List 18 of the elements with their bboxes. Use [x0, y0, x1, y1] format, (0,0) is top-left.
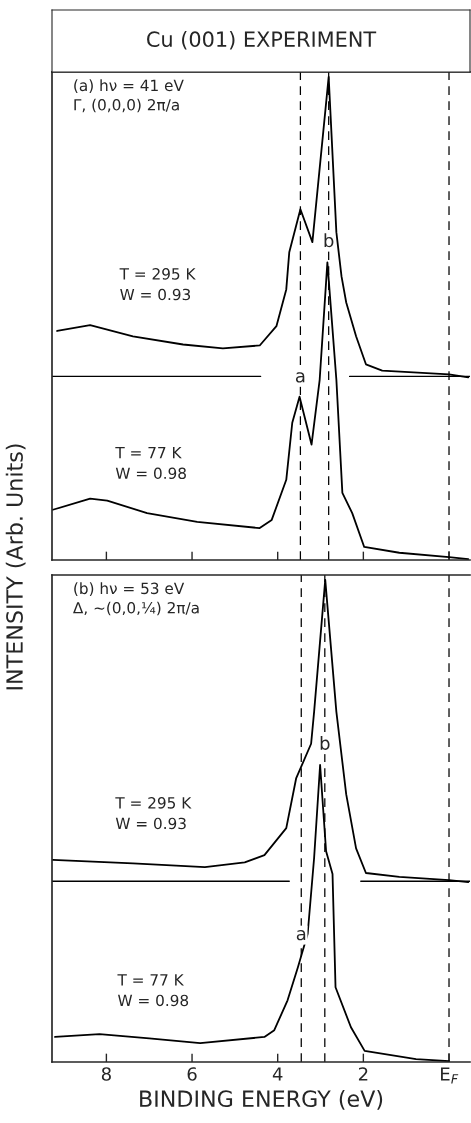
- text: T = 295 K W = 0.93: [119, 268, 196, 301]
- x-tick-label: E$_{F}$: [441, 1067, 459, 1084]
- x-tick-label: 6: [187, 1067, 197, 1081]
- annotation: a: [295, 372, 305, 383]
- annotation: a: [296, 930, 306, 941]
- series-label: T = 77 K W = 0.98: [117, 974, 189, 1007]
- x-axis-title: BINDING ENERGY (eV): [140, 1089, 383, 1110]
- x-tick-label: 2: [358, 1067, 368, 1081]
- x-tick-label: 4: [272, 1067, 283, 1081]
- annotation: b: [324, 233, 334, 248]
- text: (b) hν = 53 eV Δ, ~(0,0,¼) 2π/a: [73, 582, 199, 616]
- chart-title: Cu (001) EXPERIMENT: [147, 30, 377, 50]
- text: (a) hν = 41 eV Γ, (0,0,0) 2π/a: [74, 79, 184, 113]
- x-tick-label: 8: [101, 1067, 111, 1081]
- y-axis-title: INTENSITY (Arb. Units): [5, 444, 26, 690]
- text: T = 295 K W = 0.93: [115, 797, 192, 830]
- annotation: b: [320, 735, 330, 750]
- series-label: T = 77 K W = 0.98: [115, 447, 186, 480]
